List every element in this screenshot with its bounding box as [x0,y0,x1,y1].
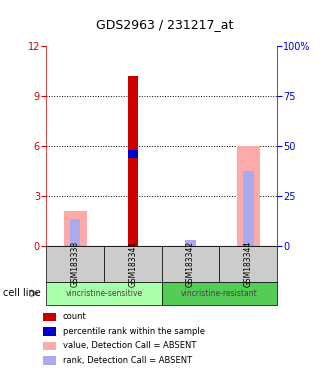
Bar [185,240,196,246]
Text: vincristine-resistant: vincristine-resistant [181,289,258,298]
Text: cell line: cell line [3,288,41,298]
Text: GSM183344: GSM183344 [244,241,253,287]
Bar [237,146,260,246]
Text: GSM183338: GSM183338 [71,241,80,287]
Bar [128,151,138,158]
Text: GSM183341: GSM183341 [128,241,137,287]
Text: count: count [63,312,86,321]
Text: rank, Detection Call = ABSENT: rank, Detection Call = ABSENT [63,356,192,365]
Text: GDS2963 / 231217_at: GDS2963 / 231217_at [96,18,234,31]
Bar [63,211,86,246]
Text: percentile rank within the sample: percentile rank within the sample [63,327,205,336]
Bar [128,76,138,246]
Bar [70,219,80,246]
Bar [243,171,253,246]
Text: GSM183342: GSM183342 [186,241,195,287]
Text: value, Detection Call = ABSENT: value, Detection Call = ABSENT [63,341,196,351]
Text: vincristine-sensitive: vincristine-sensitive [65,289,143,298]
